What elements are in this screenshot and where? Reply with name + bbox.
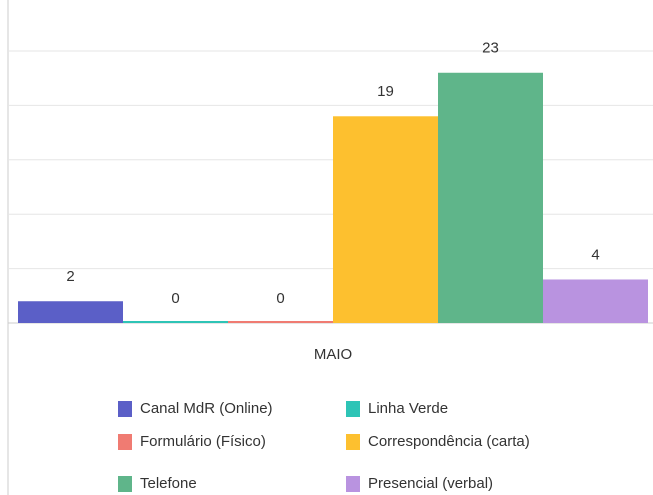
x-tick-label: MAIO xyxy=(314,346,352,363)
bar xyxy=(228,321,333,323)
legend-swatch xyxy=(346,476,360,492)
legend-label: Formulário (Físico) xyxy=(140,433,266,450)
legend-swatch xyxy=(346,434,360,450)
legend-label: Correspondência (carta) xyxy=(368,433,530,450)
value-label: 0 xyxy=(171,290,179,307)
bar xyxy=(18,301,123,323)
legend-label: Telefone xyxy=(140,475,197,492)
value-label: 2 xyxy=(66,268,74,285)
legend-swatch xyxy=(118,476,132,492)
value-label: 0 xyxy=(276,290,284,307)
bar xyxy=(333,116,438,323)
bar xyxy=(438,72,543,323)
legend-label: Presencial (verbal) xyxy=(368,475,493,492)
value-label: 4 xyxy=(591,246,599,263)
legend-label: Linha Verde xyxy=(368,400,448,417)
value-label: 19 xyxy=(377,83,394,100)
legend-label: Canal MdR (Online) xyxy=(140,400,273,417)
value-label: 23 xyxy=(482,40,499,57)
bar xyxy=(123,321,228,323)
legend-swatch xyxy=(118,434,132,450)
bar xyxy=(543,279,648,323)
legend-swatch xyxy=(346,401,360,417)
legend-swatch xyxy=(118,401,132,417)
